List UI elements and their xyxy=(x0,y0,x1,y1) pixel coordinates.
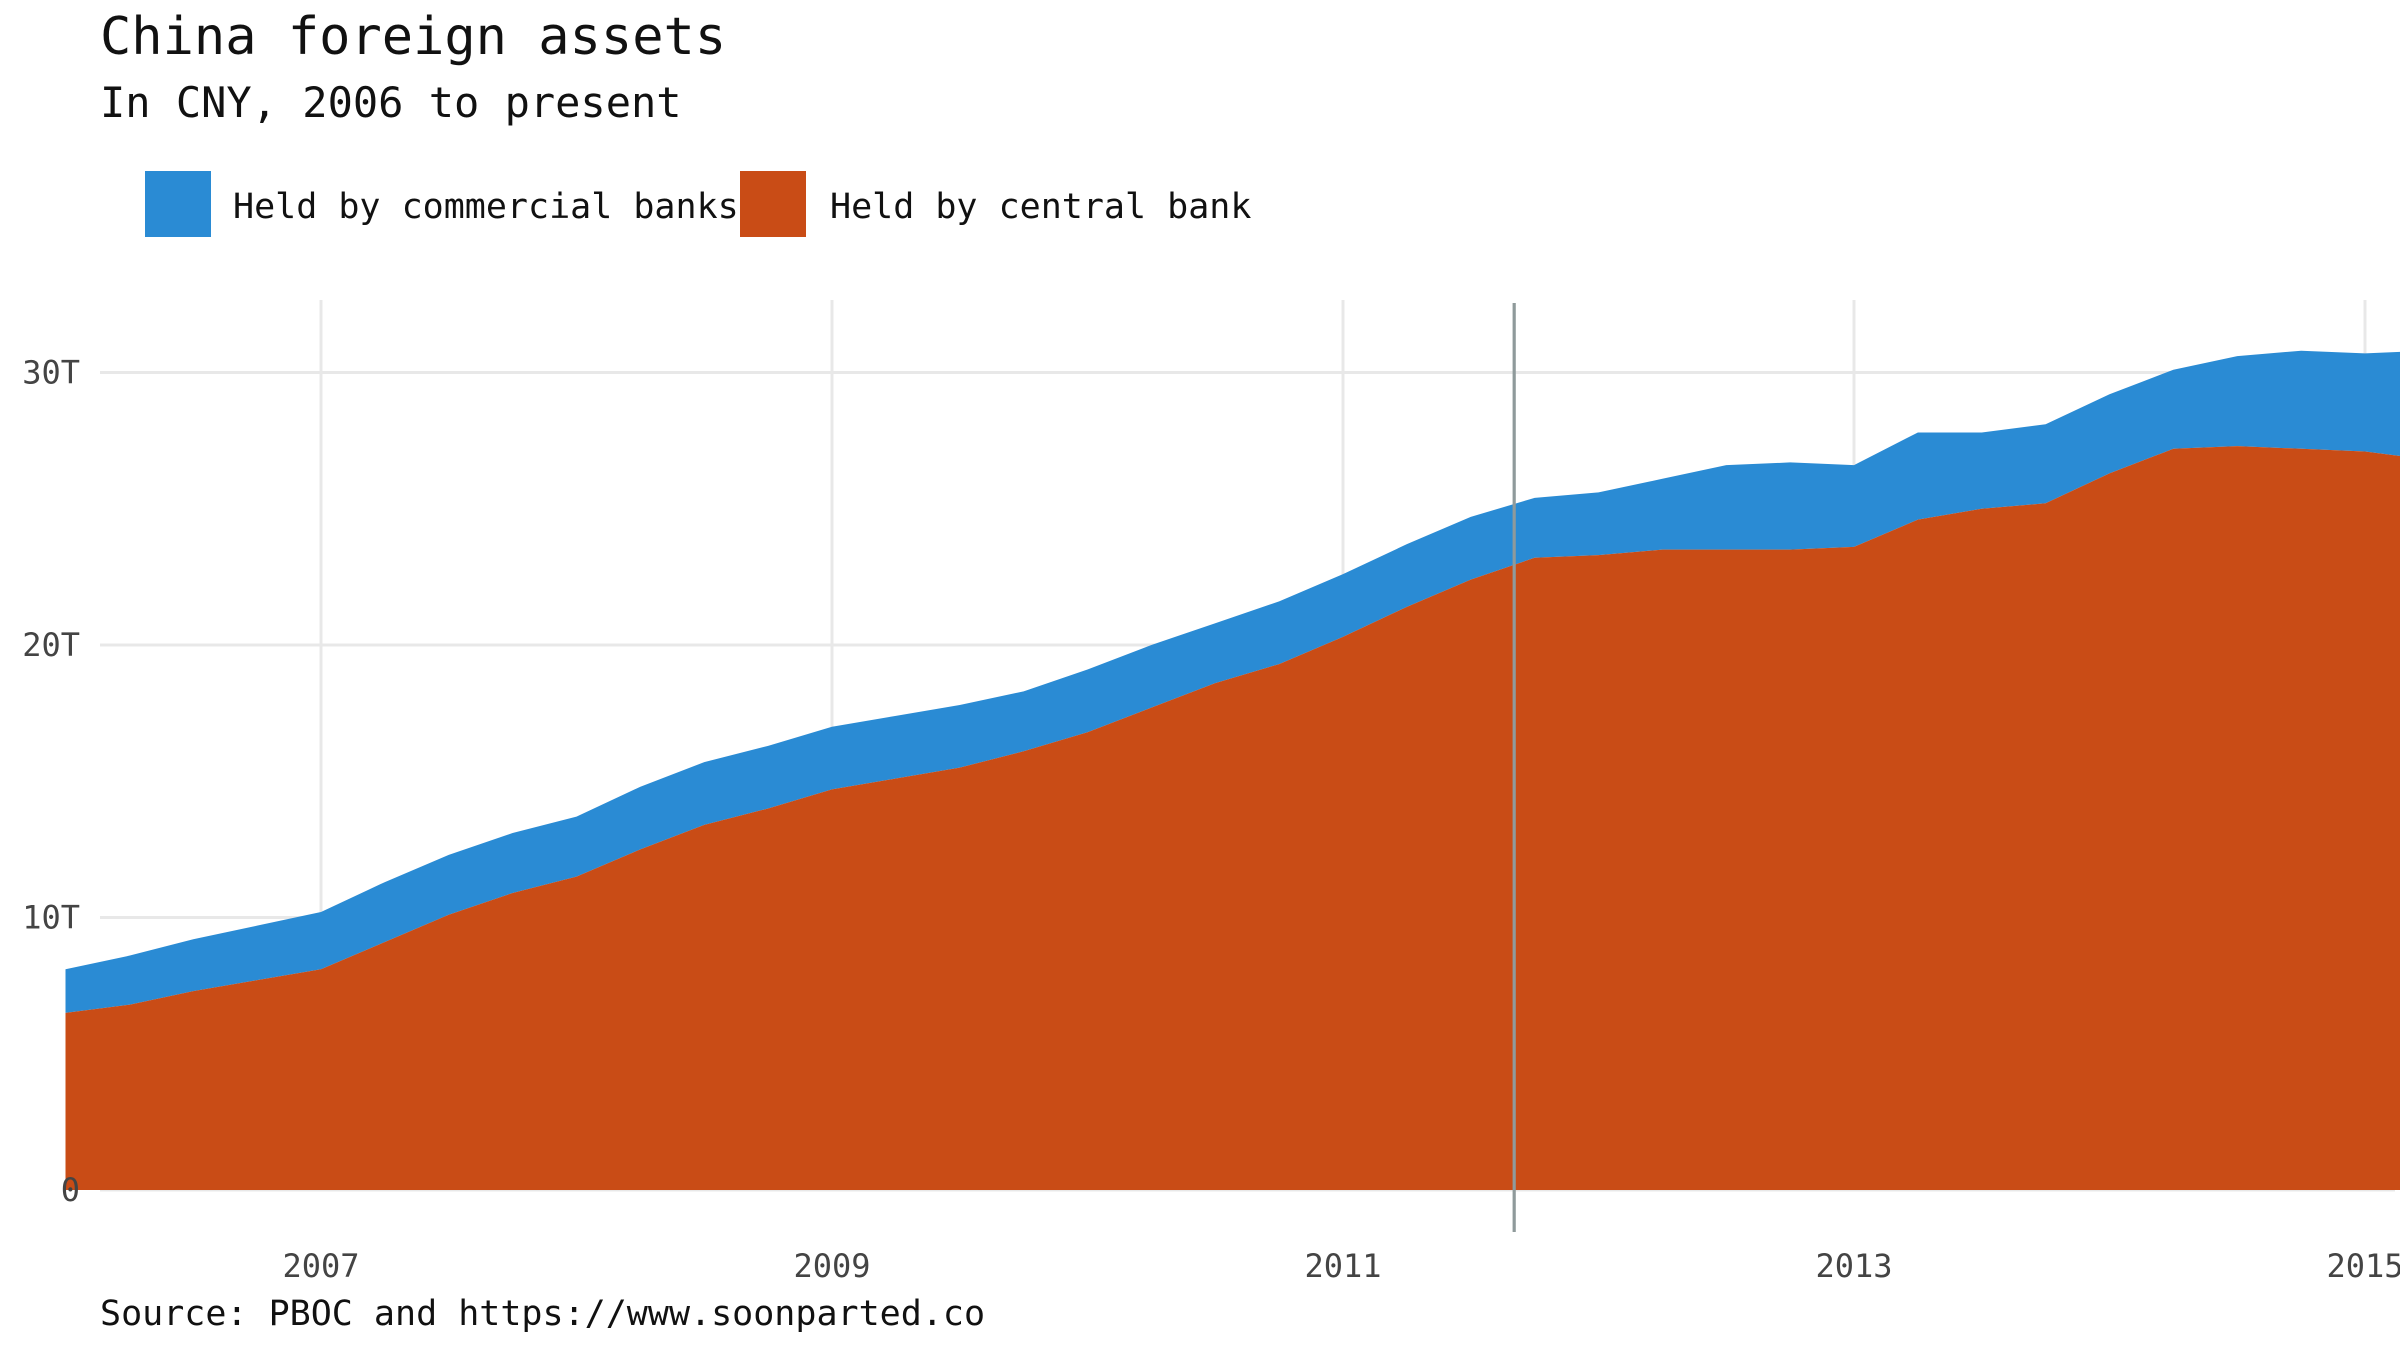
legend-swatch-central-bank xyxy=(740,171,806,237)
area-central-bank xyxy=(65,446,2400,1190)
y-tick-label-10T: 10T xyxy=(22,899,80,937)
legend: Held by commercial banks Held by central… xyxy=(145,171,1251,237)
x-tick-label-2011: 2011 xyxy=(1304,1247,1381,1285)
x-tick-label-2007: 2007 xyxy=(282,1247,359,1285)
area-layer xyxy=(65,350,2400,1190)
y-tick-label-20T: 20T xyxy=(22,626,80,664)
axis-labels: 010T20T30T200720092011201320152017201920… xyxy=(22,354,2400,1286)
legend-label-central-bank: Held by central bank xyxy=(830,187,1251,227)
vertical-reference-lines xyxy=(1512,303,1516,1232)
legend-label-commercial-banks: Held by commercial banks xyxy=(233,187,739,227)
chart-caption: Source: PBOC and https://www.soonparted.… xyxy=(100,1294,985,1334)
x-tick-label-2013: 2013 xyxy=(1815,1247,1892,1285)
chart-subtitle: In CNY, 2006 to present xyxy=(100,78,682,127)
legend-swatch-commercial-banks xyxy=(145,171,211,237)
x-tick-label-2015: 2015 xyxy=(2326,1247,2400,1285)
chart-title: China foreign assets xyxy=(100,7,726,67)
x-tick-label-2009: 2009 xyxy=(793,1247,870,1285)
area-commercial-banks xyxy=(65,350,2400,1013)
y-tick-label-0: 0 xyxy=(61,1171,80,1209)
y-tick-label-30T: 30T xyxy=(22,354,80,392)
